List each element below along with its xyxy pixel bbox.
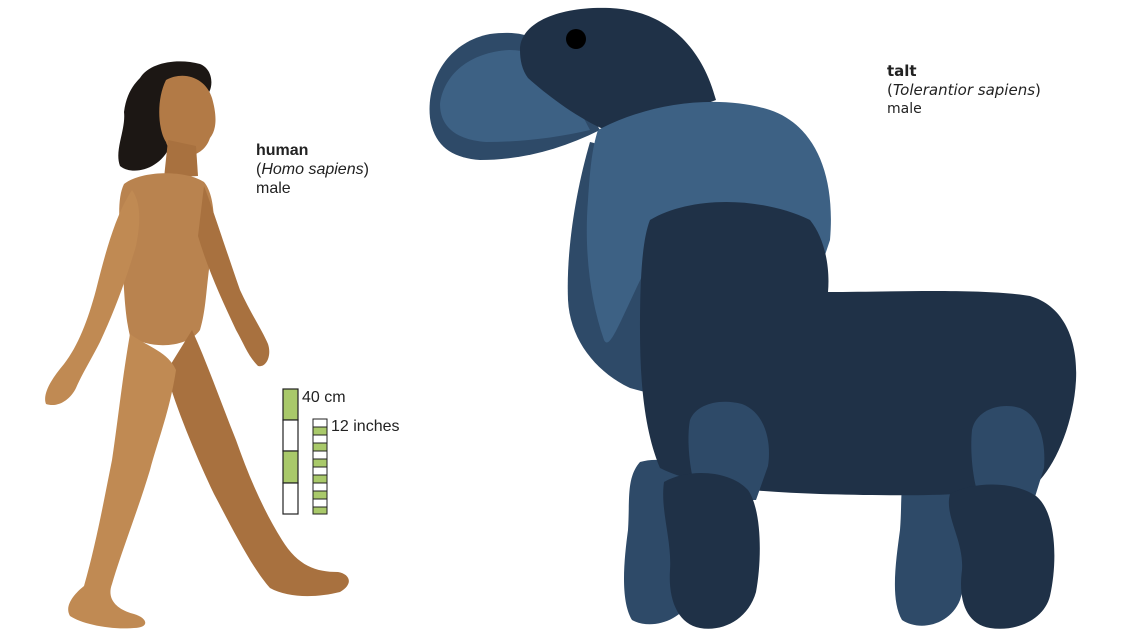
scale-segment bbox=[282, 482, 299, 515]
scale-segment bbox=[312, 458, 328, 468]
talt-eye bbox=[566, 29, 586, 49]
scale-segment bbox=[312, 418, 328, 428]
talt-common-name: talt bbox=[887, 62, 917, 80]
human-figure bbox=[45, 61, 349, 629]
scale-imperial-label: 12 inches bbox=[331, 418, 400, 435]
scale-segment bbox=[312, 434, 328, 444]
talt-creature bbox=[429, 7, 1077, 629]
scale-segment bbox=[312, 498, 328, 508]
scale-segment bbox=[312, 450, 328, 460]
human-scientific-name: (Homo sapiens) bbox=[256, 161, 369, 178]
talt-label: talt (Tolerantior sapiens) male bbox=[887, 62, 1041, 119]
scale-segment bbox=[312, 490, 328, 500]
scale-segment bbox=[312, 482, 328, 492]
human-scientific-name-text: Homo sapiens bbox=[261, 161, 364, 178]
talt-scientific-name: (Tolerantior sapiens) bbox=[887, 81, 1041, 99]
talt-scientific-name-text: Tolerantior sapiens bbox=[892, 81, 1036, 99]
scale-segment bbox=[312, 426, 328, 436]
scale-metric-label: 40 cm bbox=[302, 389, 346, 406]
human-label: human (Homo sapiens) male bbox=[256, 141, 369, 198]
scale-bar-metric bbox=[282, 388, 299, 515]
talt-sex: male bbox=[887, 101, 922, 117]
scale-segment bbox=[312, 474, 328, 484]
scale-segment bbox=[312, 506, 328, 515]
human-common-name: human bbox=[256, 142, 309, 159]
scale-segment bbox=[312, 442, 328, 452]
scale-bar-imperial bbox=[312, 418, 328, 515]
scale-segment bbox=[312, 466, 328, 476]
human-sex: male bbox=[256, 180, 291, 197]
scale-segment bbox=[282, 450, 299, 484]
scale-segment bbox=[282, 419, 299, 452]
scale-segment bbox=[282, 388, 299, 421]
